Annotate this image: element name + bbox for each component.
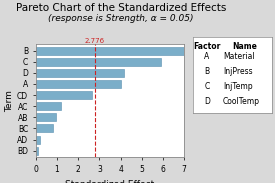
Text: Factor: Factor (193, 42, 221, 51)
Y-axis label: Term: Term (5, 90, 14, 112)
Bar (36, 58, 161, 66)
Text: Material: Material (223, 52, 254, 61)
Bar (36, 80, 121, 88)
Bar (36, 147, 38, 155)
Text: InjPress: InjPress (223, 67, 252, 76)
Text: C: C (204, 82, 210, 91)
Text: InjTemp: InjTemp (223, 82, 252, 91)
Text: D: D (204, 97, 210, 106)
Bar (36, 102, 61, 110)
Bar (36, 69, 124, 77)
Bar (36, 113, 56, 121)
Text: B: B (204, 67, 210, 76)
Text: A: A (204, 52, 210, 61)
Bar (36, 91, 92, 99)
Text: (response is Strength, α = 0.05): (response is Strength, α = 0.05) (48, 14, 194, 23)
Text: Pareto Chart of the Standardized Effects: Pareto Chart of the Standardized Effects (16, 3, 226, 13)
Bar (36, 136, 40, 144)
Bar (36, 47, 184, 55)
Text: 2.776: 2.776 (85, 38, 105, 44)
Text: CoolTemp: CoolTemp (223, 97, 260, 106)
Bar (36, 124, 53, 132)
Text: Name: Name (232, 42, 257, 51)
X-axis label: Standardized Effect: Standardized Effect (65, 180, 155, 183)
